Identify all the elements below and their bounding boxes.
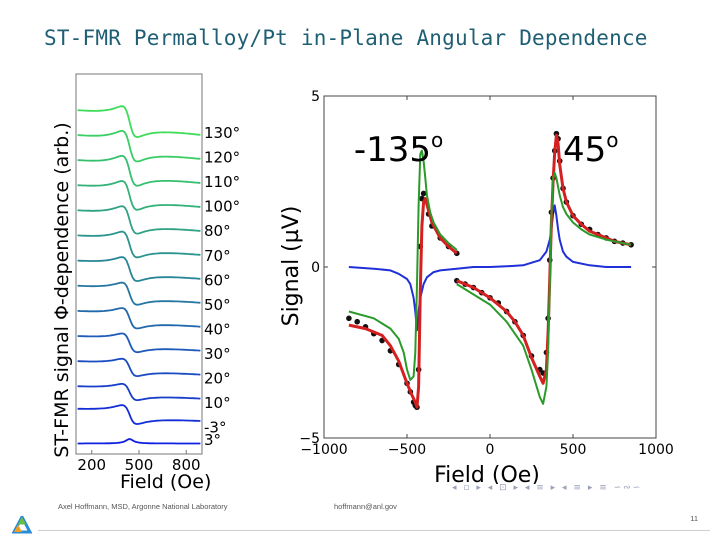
measured-data-point [346,315,352,322]
measured-data-point [354,318,360,325]
right-chart-y-tick-label: 0 [311,260,320,276]
right-chart-y-tick-label: 5 [311,89,320,105]
slide-title: ST-FMR Permalloy/Pt in-Plane Angular Dep… [44,26,648,50]
angle-label: 40° [204,320,231,338]
left-chart-y-axis-label: ST-FMR signal Φ-dependence (arb.) [51,122,73,457]
angle-label: 10° [204,394,231,412]
left-chart-angle-labels: 130° 120° 110° 100° 80° 70° 60° 50° 40° 30° 20° 10°… [204,124,240,449]
left-chart-axes: 200 500 800 [75,73,203,474]
page-number: 11 [690,514,698,523]
measured-data-point [420,190,427,197]
right-chart-x-tick-label: 500 [560,442,587,458]
angle-label: 20° [204,370,231,388]
right-chart-x-tick-label: −1000 [300,442,347,458]
angle-label: -3° [204,419,226,437]
antisymmetric-series-line [456,171,632,405]
left-chart-x-tick-label: 800 [172,456,201,474]
angle-trace [77,230,201,259]
angle-trace [77,129,201,163]
right-chart-y-tick-label: −5 [299,431,320,447]
angle-annotation-degree: o [431,128,443,152]
footer-divider [38,530,710,531]
left-chart-x-tick-label: 200 [77,456,106,474]
angle-trace [77,281,201,306]
fit-series-line [456,133,632,385]
right-chart-x-tick-label: 1000 [638,442,674,458]
angle-trace [77,332,201,354]
argonne-logo-icon [12,516,32,534]
antisymmetric-series-line [348,149,458,381]
left-chart-x-axis-label: Field (Oe) [120,471,211,492]
angular-traces-chart: 200 500 800 130° 120° 110° 100° 80° 70° 60° 50° 40… [51,73,240,492]
angle-annotation-degree: o [606,128,618,152]
footer-email: hoffmann@anl.gov [334,502,397,511]
angle-label: 3° [204,431,221,449]
angle-label: 100° [204,198,240,216]
angle-trace [77,307,201,330]
angle-label: 60° [204,271,231,289]
angle-label: 80° [204,222,231,240]
right-chart-y-axis-label: Signal (µV) [279,206,304,327]
symmetric-series-line [489,204,632,268]
angle-trace [77,357,201,378]
fit-series-line [348,197,458,409]
symmetric-series-line [348,266,490,332]
angle-annotation: -135o [354,128,443,170]
angle-trace [77,404,201,425]
right-chart-x-tick-label: −500 [388,442,426,458]
angle-trace [77,155,201,187]
angle-trace [77,382,201,402]
angle-trace [77,256,201,282]
left-chart-x-tick-label: 500 [125,456,154,474]
angle-label: 130° [204,124,240,142]
angle-trace [77,180,201,211]
left-chart-traces [77,105,201,445]
angle-label: 70° [204,247,231,265]
angle-label: 110° [204,173,240,191]
angle-label: 50° [204,296,231,314]
angle-trace [77,205,201,235]
right-chart-x-tick-label: 0 [486,442,495,458]
angle-label: 120° [204,149,240,167]
angle-trace [77,438,201,445]
slide-navigation-controls[interactable]: ◂ ▫ ▸ ◂ ⊡ ▸ ◂ ≡ ▸ ◂ ≡ ▸ ≡ ∽∾∽ [452,483,643,493]
angle-trace [77,105,201,138]
footer-author: Axel Hoffmann, MSD, Argonne National Lab… [58,502,228,511]
angle-label: 30° [204,345,231,363]
right-chart-x-axis-label: Field (Oe) [434,463,540,484]
